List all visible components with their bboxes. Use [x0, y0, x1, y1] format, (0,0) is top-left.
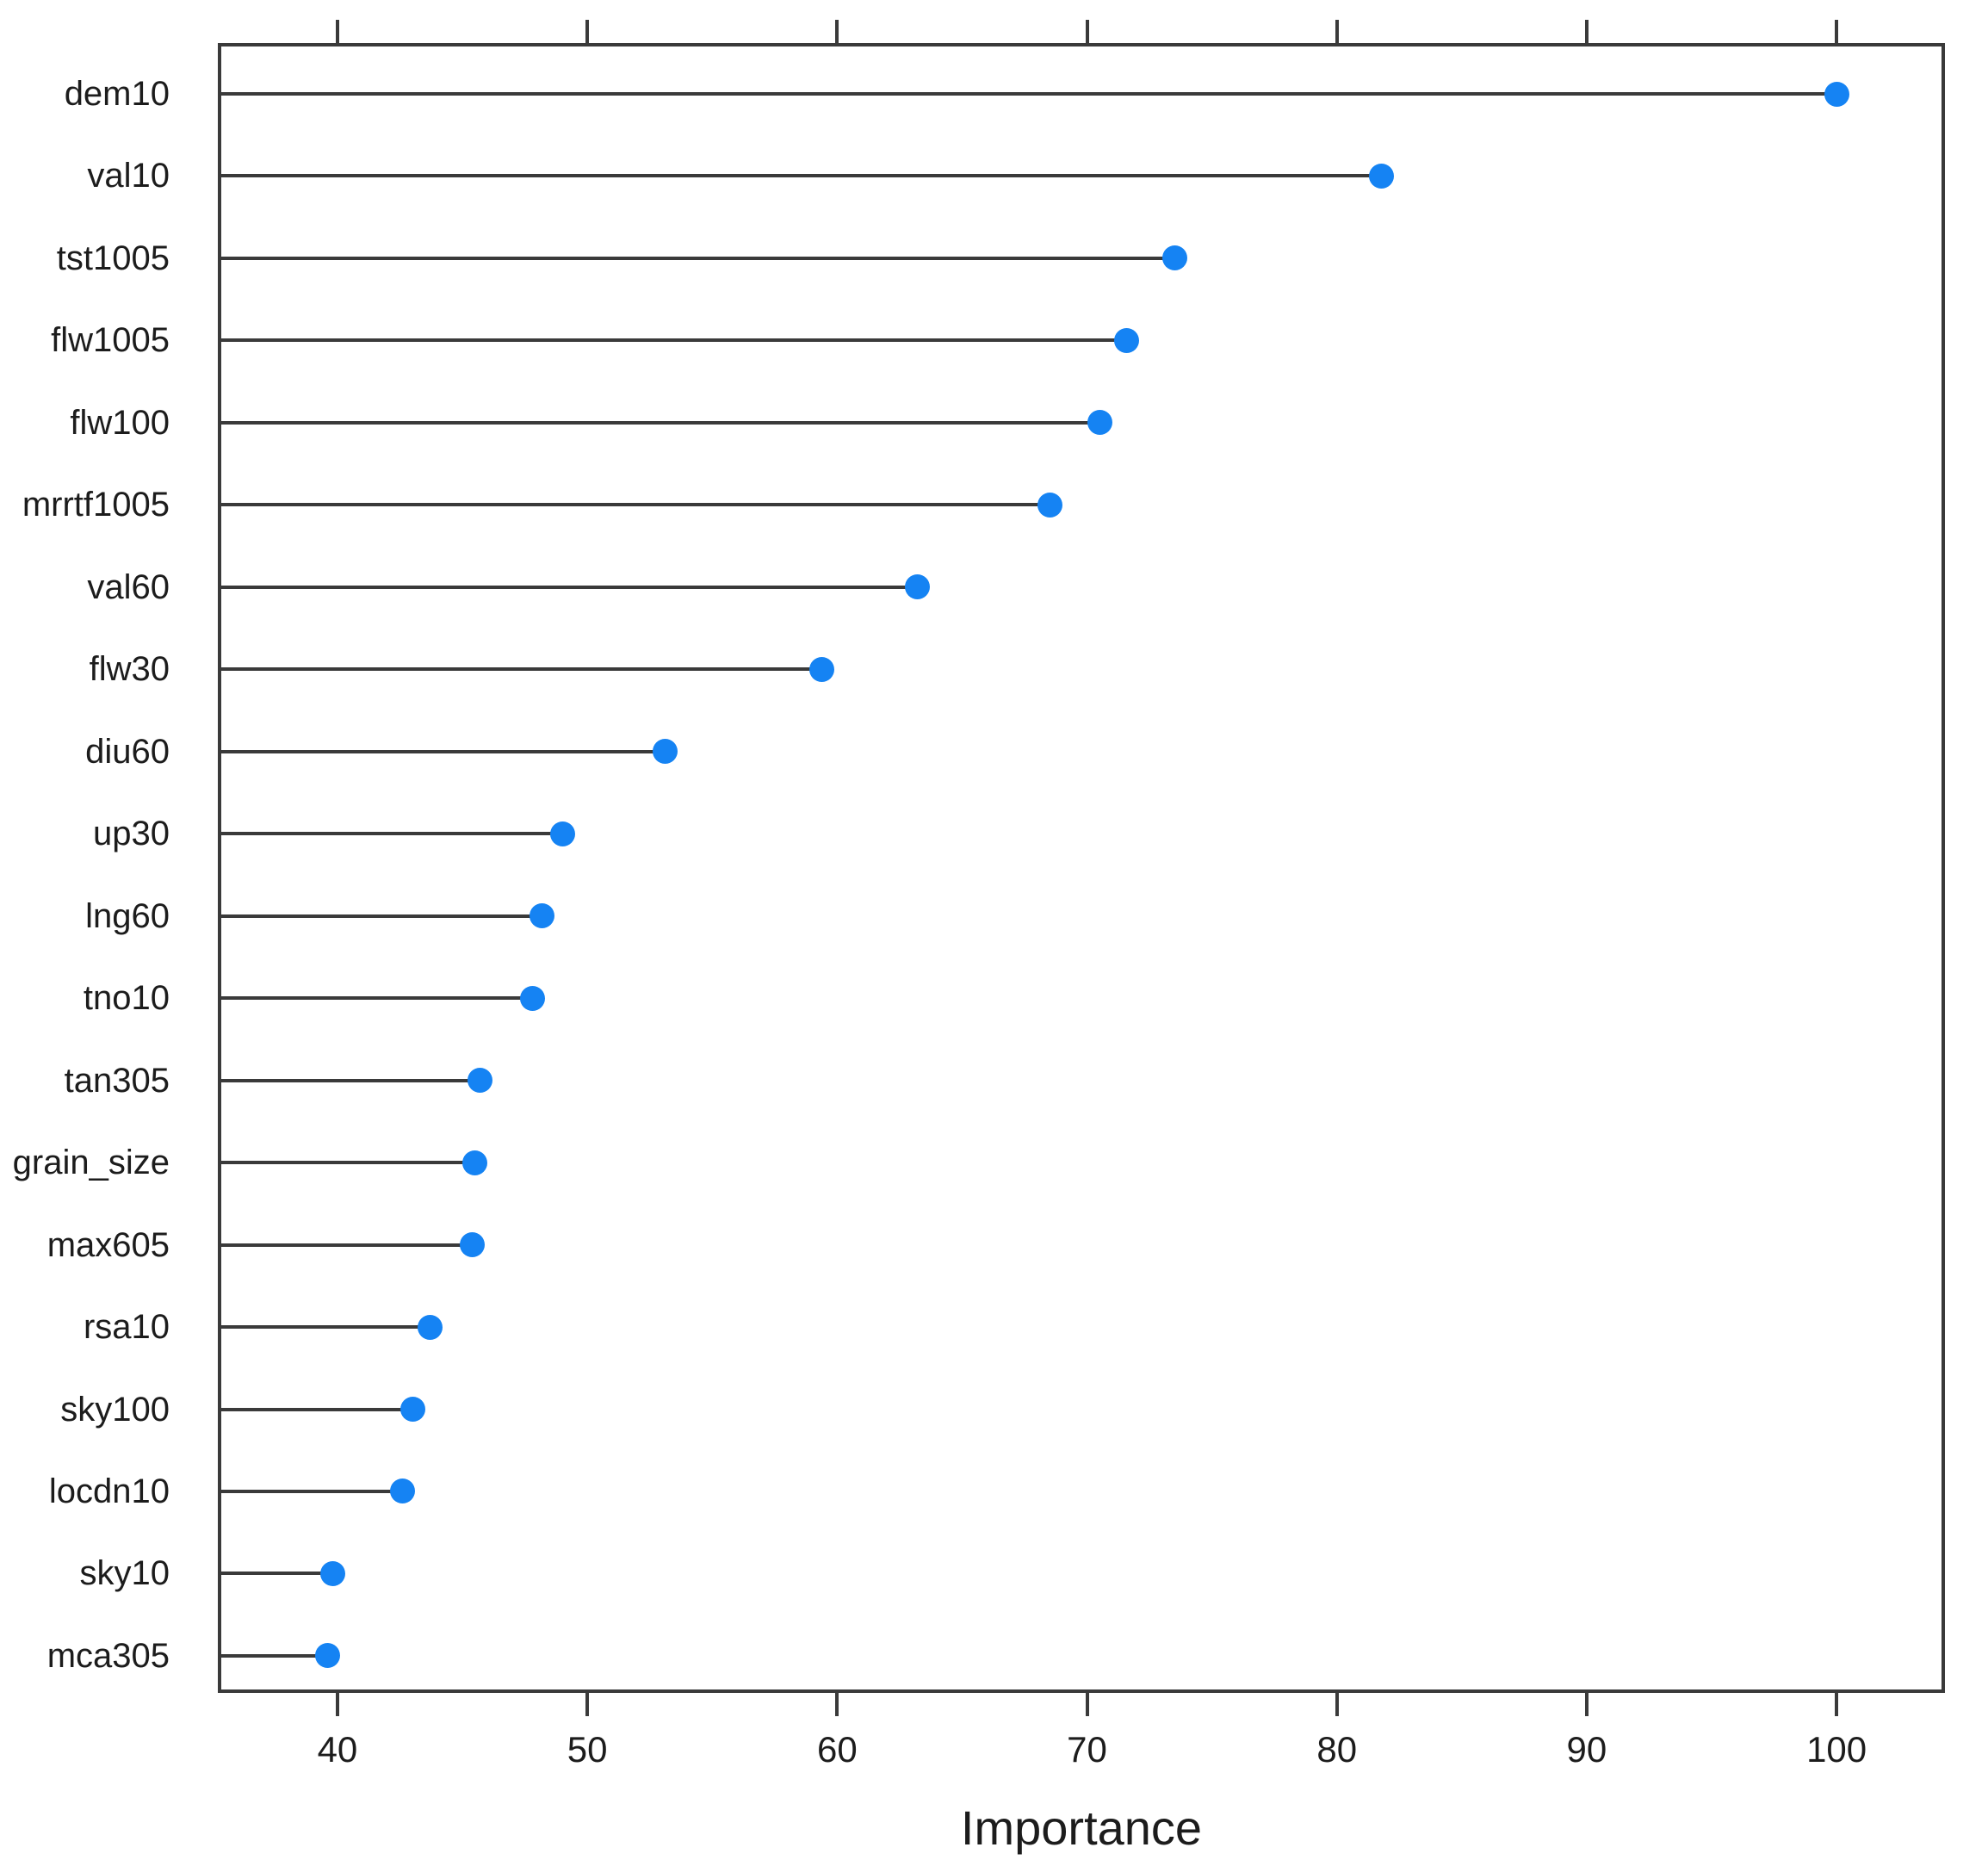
dot-val60 [904, 574, 930, 600]
dot-diu60 [652, 739, 678, 765]
stem-dem10 [221, 92, 1837, 96]
top-tick-60 [835, 20, 839, 43]
top-tick-100 [1835, 20, 1839, 43]
bottom-tick-100 [1835, 1693, 1839, 1716]
bottom-tick-70 [1085, 1693, 1089, 1716]
dot-flw1005 [1114, 327, 1140, 353]
bottom-tick-60 [835, 1693, 839, 1716]
stem-val60 [221, 585, 918, 589]
stem-max605 [221, 1243, 473, 1247]
dot-mrrtf1005 [1037, 492, 1062, 518]
plot-area [218, 43, 1945, 1693]
category-label-tst1005: tst1005 [56, 239, 170, 277]
stem-mrrtf1005 [221, 503, 1050, 507]
stem-grain_size [221, 1161, 475, 1165]
dot-locdn10 [389, 1479, 415, 1504]
stem-locdn10 [221, 1489, 403, 1493]
bottom-tick-80 [1335, 1693, 1339, 1716]
x-tick-label-80: 80 [1316, 1729, 1358, 1770]
dot-mca305 [314, 1643, 340, 1669]
x-tick-label-50: 50 [567, 1729, 608, 1770]
category-label-grain_size: grain_size [12, 1144, 170, 1182]
dot-tno10 [519, 985, 545, 1011]
top-tick-40 [335, 20, 339, 43]
top-tick-80 [1335, 20, 1339, 43]
dot-flw30 [809, 656, 835, 682]
dot-grain_size [462, 1150, 488, 1175]
bottom-tick-50 [585, 1693, 590, 1716]
plot-inner [221, 46, 1942, 1689]
top-tick-50 [585, 20, 590, 43]
x-tick-label-60: 60 [816, 1729, 858, 1770]
category-label-mrrtf1005: mrrtf1005 [22, 486, 170, 524]
category-label-sky10: sky10 [79, 1554, 170, 1593]
stem-up30 [221, 832, 563, 836]
stem-lng60 [221, 914, 542, 918]
stem-flw100 [221, 420, 1100, 425]
dot-val10 [1369, 163, 1395, 189]
dot-up30 [549, 821, 575, 846]
category-label-tan305: tan305 [64, 1061, 170, 1100]
stem-tan305 [221, 1078, 480, 1082]
category-label-flw1005: flw1005 [51, 321, 170, 360]
stem-tno10 [221, 996, 533, 1001]
category-label-up30: up30 [93, 815, 170, 853]
dot-dem10 [1824, 81, 1849, 107]
category-label-max605: max605 [46, 1225, 170, 1264]
category-label-sky100: sky100 [60, 1390, 170, 1429]
category-label-flw30: flw30 [89, 650, 170, 689]
category-label-val10: val10 [87, 157, 170, 195]
stem-sky100 [221, 1407, 412, 1411]
stem-rsa10 [221, 1325, 430, 1330]
category-label-flw100: flw100 [70, 403, 170, 442]
category-label-dem10: dem10 [64, 75, 170, 113]
dot-lng60 [530, 903, 555, 929]
dot-flw100 [1087, 410, 1112, 436]
category-label-lng60: lng60 [85, 896, 170, 935]
bottom-tick-90 [1584, 1693, 1589, 1716]
x-tick-label-70: 70 [1067, 1729, 1107, 1770]
dot-max605 [460, 1232, 486, 1258]
bottom-tick-40 [335, 1693, 339, 1716]
stem-flw30 [221, 667, 822, 672]
dot-tst1005 [1161, 245, 1187, 271]
stem-flw1005 [221, 338, 1127, 343]
stem-mca305 [221, 1653, 328, 1658]
category-label-tno10: tno10 [83, 979, 170, 1018]
stem-diu60 [221, 749, 666, 753]
dot-tan305 [467, 1068, 492, 1094]
category-label-locdn10: locdn10 [48, 1472, 170, 1510]
category-label-val60: val60 [87, 567, 170, 606]
dot-sky100 [399, 1397, 425, 1423]
x-tick-label-90: 90 [1566, 1729, 1607, 1770]
category-label-rsa10: rsa10 [83, 1308, 170, 1347]
top-tick-70 [1085, 20, 1089, 43]
x-tick-label-40: 40 [317, 1729, 358, 1770]
dot-rsa10 [417, 1314, 443, 1340]
category-label-diu60: diu60 [85, 732, 170, 771]
top-tick-90 [1584, 20, 1589, 43]
x-axis-title: Importance [960, 1801, 1203, 1855]
stem-tst1005 [221, 256, 1175, 260]
category-label-mca305: mca305 [46, 1636, 170, 1675]
dot-sky10 [319, 1560, 345, 1586]
x-tick-label-100: 100 [1806, 1729, 1867, 1770]
stem-sky10 [221, 1572, 333, 1576]
stem-val10 [221, 174, 1382, 178]
